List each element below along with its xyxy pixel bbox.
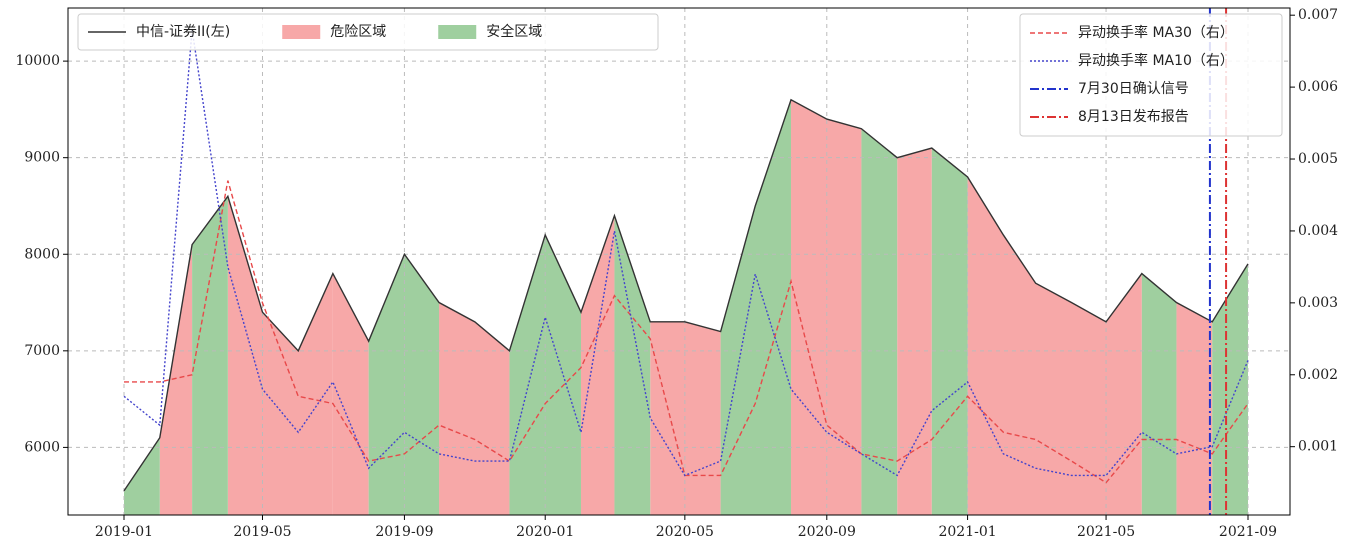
legend-label: 中信-证券II(左) (136, 24, 230, 40)
x-tick-label: 2020-09 (798, 524, 856, 540)
x-tick-label: 2019-09 (375, 524, 433, 540)
x-tick-label: 2019-05 (233, 524, 291, 540)
legend-box (77, 13, 659, 51)
zone (1176, 302, 1213, 515)
x-tick-label: 2020-01 (516, 524, 574, 540)
zone (791, 99, 862, 515)
zone (509, 234, 581, 515)
y2-tick-label: 0.007 (1298, 7, 1338, 23)
y2-tick-label: 0.006 (1298, 79, 1338, 95)
legend-label: 7月30日确认信号 (1078, 81, 1189, 97)
y2-tick-label: 0.002 (1298, 367, 1338, 383)
legend-label: 异动换手率 MA10（右） (1078, 52, 1234, 69)
y-tick-label: 7000 (24, 343, 60, 359)
legend: 异动换手率 MA30（右） 异动换手率 MA10（右） 7月30日确认信号 8月13日… (1019, 13, 1283, 137)
y2-tick-label: 0.004 (1298, 223, 1338, 239)
x-tick-label: 2021-01 (938, 524, 996, 540)
x-tick-label: 2021-09 (1219, 524, 1277, 540)
y-tick-label: 9000 (24, 150, 60, 166)
legend-label: 8月13日发布报告 (1078, 109, 1189, 125)
zone (192, 196, 228, 516)
zone (332, 273, 369, 515)
zone (897, 148, 932, 515)
zone (580, 215, 615, 515)
zone (1141, 273, 1177, 515)
legend-label: 异动换手率 MA30（右） (1078, 24, 1234, 41)
y-tick-label: 8000 (24, 246, 60, 262)
zone (650, 321, 721, 515)
x-tick-label: 2021-05 (1077, 524, 1135, 540)
legend: 中信-证券II(左) 危险区域 安全区域 (77, 13, 659, 51)
zone (614, 215, 651, 515)
legend-label: 危险区域 (330, 24, 386, 40)
y2-tick-label: 0.001 (1298, 439, 1338, 455)
zone (720, 99, 792, 515)
legend-box (1019, 13, 1283, 137)
zone (861, 128, 898, 515)
zone (931, 148, 968, 515)
y-tick-label: 10000 (15, 53, 60, 69)
series-line (123, 98, 1249, 492)
zone (1212, 263, 1248, 515)
legend-label: 安全区域 (486, 23, 542, 40)
series-line (123, 29, 1249, 477)
legend-swatch (282, 25, 321, 39)
y2-tick-label: 0.005 (1298, 151, 1338, 167)
zone (124, 437, 160, 515)
x-tick-label: 2019-01 (95, 524, 153, 540)
y2-tick-label: 0.003 (1298, 295, 1338, 311)
x-tick-label: 2020-05 (656, 524, 714, 540)
plot-frame (67, 7, 1291, 516)
y-tick-label: 6000 (24, 439, 60, 455)
zone (439, 302, 510, 515)
zone (227, 196, 333, 516)
legend-swatch (438, 25, 477, 39)
zone (967, 177, 1142, 515)
